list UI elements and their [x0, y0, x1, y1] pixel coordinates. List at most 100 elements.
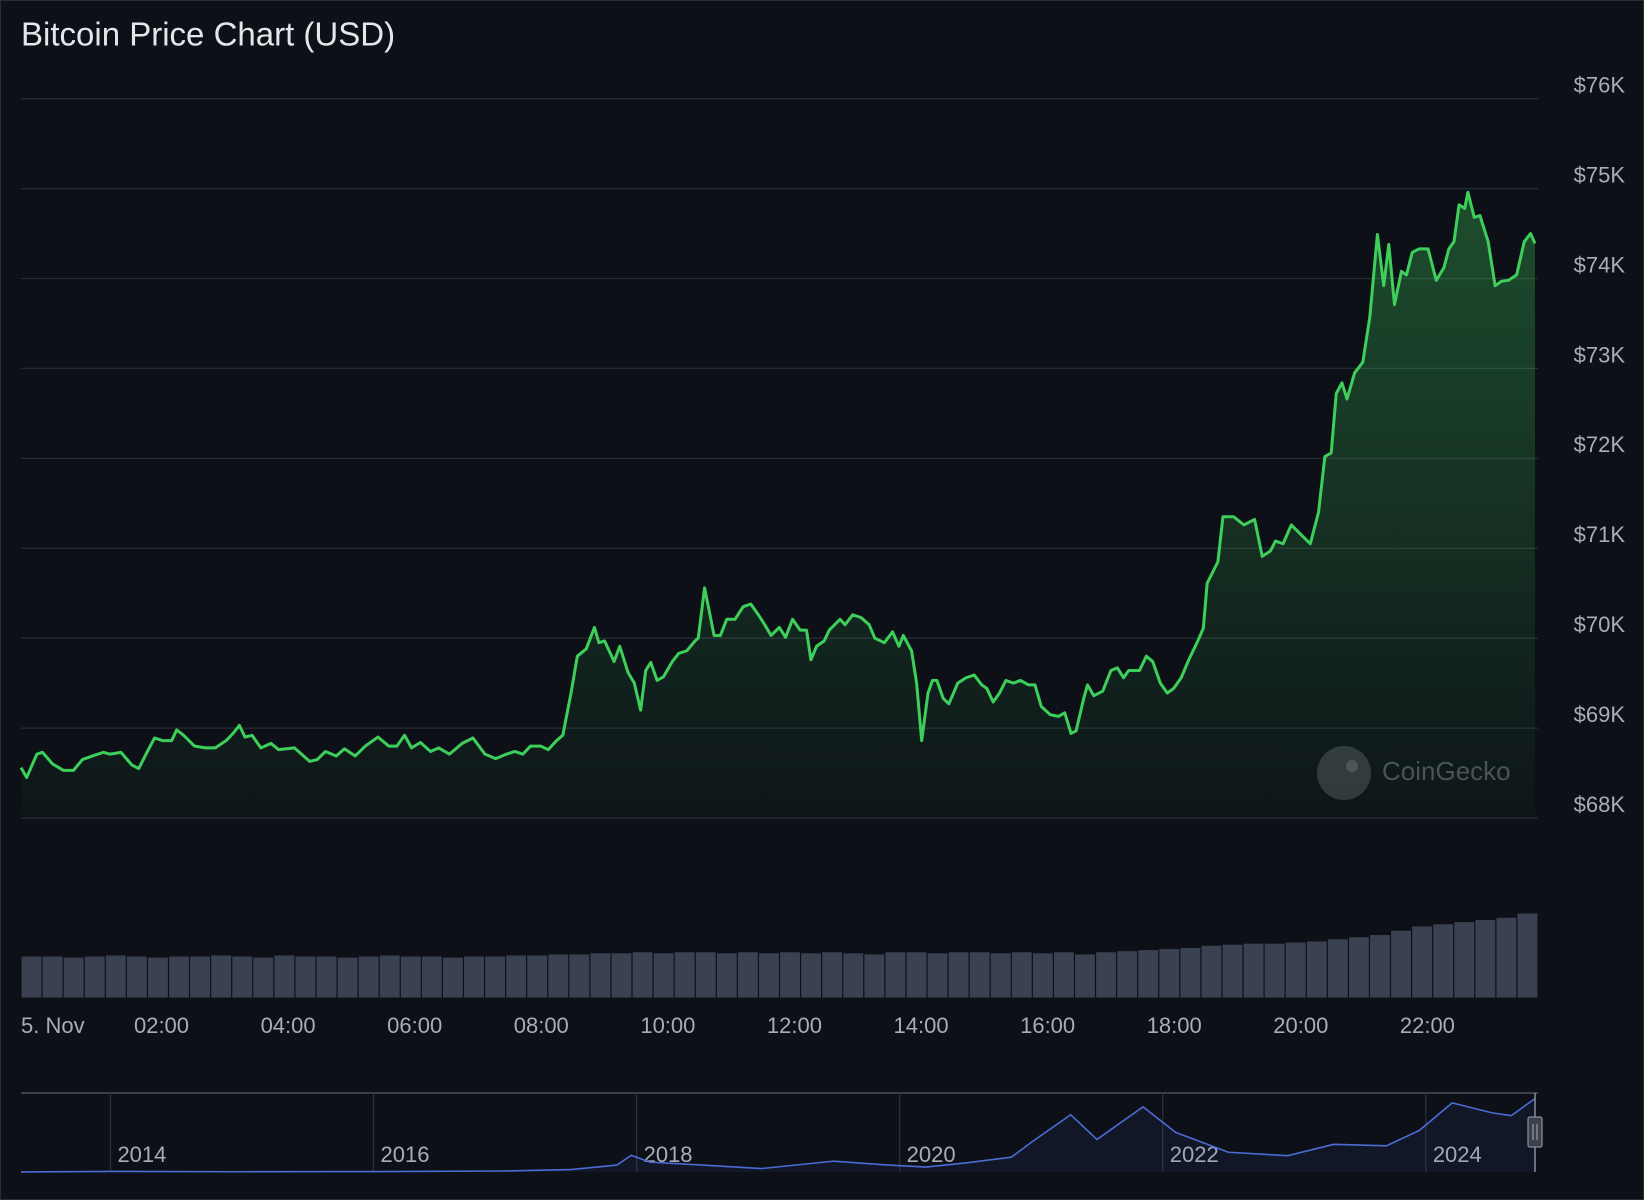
volume-bar	[485, 956, 505, 998]
navigator-line	[20, 1097, 1536, 1173]
volume-bar	[590, 953, 611, 998]
volume-bar	[1264, 943, 1285, 998]
volume-bar	[990, 953, 1011, 998]
volume-bar	[42, 956, 63, 998]
x-tick-label: 5. Nov	[21, 1013, 85, 1038]
volume-bar	[801, 953, 822, 998]
volume-bar	[1412, 926, 1433, 998]
volume-bar	[780, 952, 800, 998]
volume-bar	[1201, 945, 1222, 998]
volume-bar	[759, 953, 779, 998]
x-tick-label: 12:00	[767, 1013, 822, 1038]
volume-bar	[316, 956, 337, 998]
volume-bar	[927, 953, 948, 998]
volume-bar	[1243, 943, 1264, 998]
x-tick-label: 08:00	[514, 1013, 569, 1038]
volume-bar	[1096, 952, 1117, 998]
volume-bar	[84, 956, 105, 998]
volume-bar	[906, 952, 927, 998]
volume-bar	[400, 956, 421, 998]
volume-bar	[358, 956, 379, 998]
x-tick-label: 18:00	[1147, 1013, 1202, 1038]
volume-bar	[548, 954, 569, 998]
volume-bar	[1454, 922, 1475, 998]
x-tick-label: 16:00	[1020, 1013, 1075, 1038]
volume-bar	[1011, 952, 1032, 998]
y-tick-label: $70K	[1574, 612, 1626, 637]
volume-bar	[295, 956, 316, 998]
y-tick-label: $68K	[1574, 792, 1626, 817]
volume-bar	[1117, 951, 1138, 998]
volume-bar	[379, 955, 400, 998]
area-fill	[21, 192, 1535, 818]
volume-bar	[1075, 954, 1095, 998]
volume-bar	[442, 957, 463, 998]
y-tick-label: $75K	[1574, 162, 1626, 187]
volume-bar	[527, 955, 548, 998]
chart-title: Bitcoin Price Chart (USD)	[21, 16, 395, 53]
volume-bar	[1496, 917, 1517, 998]
volume-bar	[1475, 919, 1496, 998]
navigator-area	[21, 1098, 1535, 1172]
volume-bar	[695, 952, 716, 998]
navigator-tick-label: 2016	[381, 1142, 430, 1167]
volume-bar	[569, 954, 590, 998]
volume-bar	[169, 956, 189, 998]
volume-bar	[1222, 944, 1243, 998]
volume-bar	[737, 952, 758, 998]
volume-bar	[864, 954, 885, 998]
volume-bar	[632, 952, 653, 998]
price-line	[19, 190, 1537, 780]
volume-bar	[253, 957, 274, 998]
volume-bar	[1433, 924, 1454, 998]
volume-bar	[1306, 941, 1327, 998]
x-tick-label: 04:00	[261, 1013, 316, 1038]
volume-bar	[232, 956, 253, 998]
navigator-tick-label: 2024	[1433, 1142, 1482, 1167]
volume-bar	[105, 955, 126, 998]
volume-bar	[653, 953, 674, 998]
volume-bar	[716, 953, 737, 998]
volume-bar	[1138, 950, 1159, 998]
volume-bar	[63, 957, 84, 998]
volume-bar	[948, 952, 969, 998]
volume-bar	[1032, 953, 1053, 998]
y-tick-label: $73K	[1574, 342, 1626, 367]
volume-bar	[674, 952, 695, 998]
volume-bar	[148, 957, 168, 998]
volume-bar	[843, 953, 864, 998]
volume-bar	[464, 956, 484, 998]
volume-bar	[822, 952, 843, 998]
volume-bar	[274, 955, 295, 998]
y-tick-label: $71K	[1574, 522, 1626, 547]
y-tick-label: $74K	[1574, 252, 1626, 277]
x-tick-label: 22:00	[1400, 1013, 1455, 1038]
volume-bar	[1370, 935, 1390, 998]
volume-bar	[1180, 947, 1201, 998]
volume-bar	[1159, 949, 1180, 998]
navigator-tick-label: 2020	[907, 1142, 956, 1167]
volume-bar	[1327, 939, 1348, 998]
volume-bar	[211, 955, 232, 998]
volume-bar	[21, 956, 42, 998]
volume-bar	[1348, 937, 1369, 998]
volume-bar	[611, 953, 632, 998]
volume-bar	[1391, 930, 1411, 998]
volume-bar	[969, 952, 990, 998]
x-tick-label: 20:00	[1273, 1013, 1328, 1038]
volume-bar	[190, 956, 211, 998]
volume-bar	[337, 957, 358, 998]
volume-bar	[1285, 942, 1306, 998]
volume-bar	[1517, 913, 1538, 998]
y-tick-label: $69K	[1574, 702, 1626, 727]
x-tick-label: 14:00	[894, 1013, 949, 1038]
navigator-handle	[1527, 1116, 1543, 1148]
x-tick-label: 10:00	[640, 1013, 695, 1038]
volume-bar	[506, 955, 527, 998]
x-tick-label: 06:00	[387, 1013, 442, 1038]
x-tick-label: 02:00	[134, 1013, 189, 1038]
y-tick-label: $76K	[1574, 73, 1626, 98]
volume-bar	[885, 952, 906, 998]
